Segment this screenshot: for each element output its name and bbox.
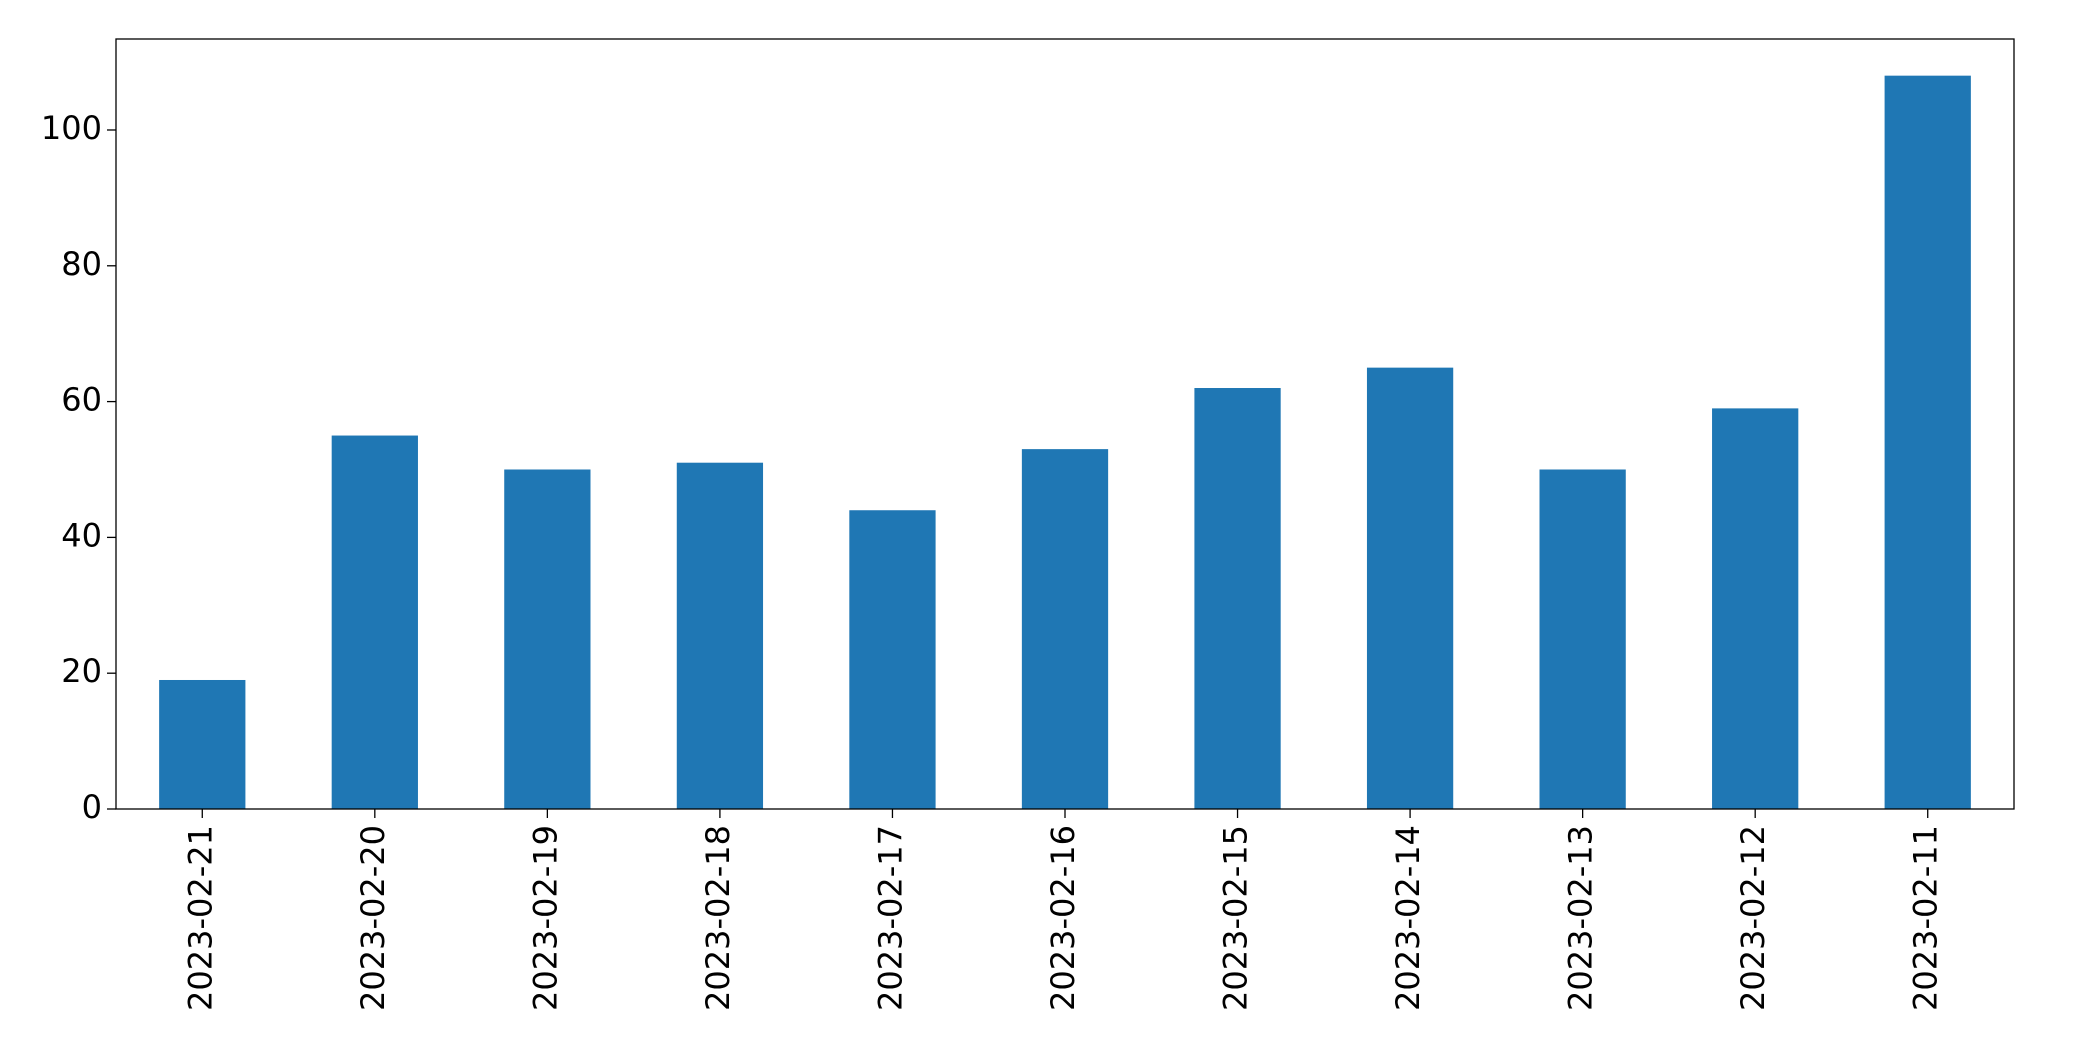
y-tick-label: 100 (41, 109, 102, 147)
x-tick-label: 2023-02-15 (1217, 825, 1255, 1011)
x-tick-label: 2023-02-13 (1562, 825, 1600, 1011)
y-tick-label: 20 (61, 652, 102, 690)
bar (1884, 75, 1971, 809)
bar (1021, 449, 1109, 809)
x-tick-label: 2023-02-20 (354, 825, 392, 1011)
y-tick-label: 40 (61, 516, 102, 554)
bar (504, 469, 591, 809)
bar (331, 435, 418, 809)
x-tick-label: 2023-02-17 (871, 825, 909, 1011)
x-tick-label: 2023-02-12 (1734, 825, 1772, 1011)
x-tick-label: 2023-02-19 (526, 825, 564, 1011)
x-tick-label: 2023-02-21 (181, 825, 219, 1011)
bar (1712, 408, 1799, 809)
y-tick-label: 60 (61, 381, 102, 419)
x-tick-label: 2023-02-11 (1907, 825, 1945, 1011)
x-tick-label: 2023-02-16 (1044, 825, 1082, 1011)
bar (676, 462, 764, 809)
bar (159, 679, 246, 809)
x-tick-label: 2023-02-14 (1389, 825, 1427, 1011)
axes-frame (115, 38, 2015, 810)
y-tick-label: 80 (61, 245, 102, 283)
bar (849, 510, 936, 809)
y-tick-label: 0 (82, 788, 102, 826)
x-tick-label: 2023-02-18 (699, 825, 737, 1011)
bar (1539, 469, 1626, 809)
bar (1194, 388, 1281, 809)
bar (1366, 367, 1454, 809)
